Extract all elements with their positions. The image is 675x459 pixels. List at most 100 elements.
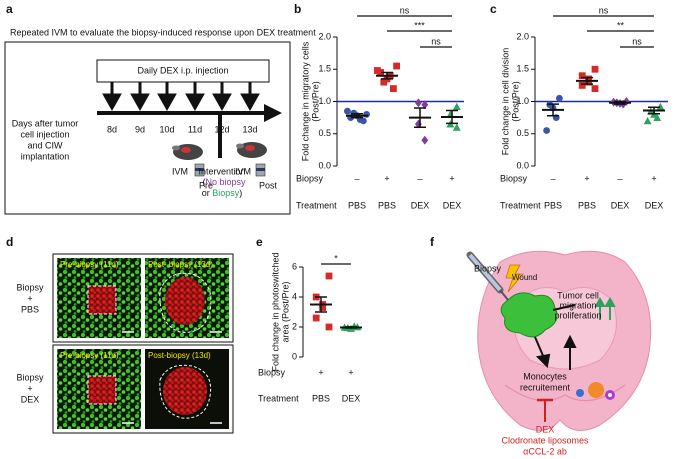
timeline-label: cell injection [20, 129, 69, 139]
y-tick-label: 1.5 [516, 64, 529, 74]
y-axis-label: Fold change in cell division [500, 48, 510, 156]
ivm-label: Post [259, 180, 278, 190]
y-tick-label: 2.0 [318, 31, 331, 41]
intervention-option: or Biopsy) [202, 188, 243, 198]
biopsy-label: + [348, 367, 353, 377]
data-point [421, 135, 429, 145]
y-axis-label: (Post/Pre) [510, 81, 520, 122]
x-tick-label: PBS [544, 200, 562, 210]
significance-label: ns [599, 5, 609, 15]
timeline-label: Days after tumor [12, 118, 79, 128]
row-label: + [27, 293, 32, 303]
image-label: Post-biopsy (13d) [148, 351, 211, 360]
panel-label: c [490, 2, 497, 16]
inhibitor-label: Clodronate liposomes [501, 435, 589, 445]
y-axis-label: (Post/Pre) [310, 81, 320, 122]
image-row-frame [52, 344, 234, 434]
row-label: Biopsy [500, 173, 528, 183]
error-bar [315, 296, 327, 313]
y-tick-label: 1.0 [318, 96, 331, 106]
panel-label: f [430, 235, 435, 249]
y-tick-label: 1.5 [318, 64, 331, 74]
panel-d: Pre-biopsy (11d) Post- biopsy (13d) Pre-… [16, 253, 234, 434]
error-bar [581, 76, 593, 85]
image-label: Pre-biopsy (11d) [60, 351, 119, 360]
data-point [325, 323, 333, 331]
biopsy-label: – [550, 173, 555, 183]
data-point [656, 102, 665, 111]
y-axis-label: area (Post/Pre) [280, 281, 290, 342]
data-point [312, 314, 320, 322]
biopsy-label: – [617, 173, 622, 183]
data-point [591, 85, 599, 92]
biopsy-label: – [417, 173, 422, 183]
y-tick-label: 4 [292, 291, 297, 301]
flow-arrows [534, 304, 577, 370]
data-point [452, 102, 461, 111]
x-tick-label: DEX [611, 200, 630, 210]
row-label: Biopsy [258, 367, 286, 377]
data-point [591, 65, 599, 73]
schematic-title: Repeated IVM to evaluate the biopsy-indu… [10, 27, 316, 37]
panel-a: Repeated IVM to evaluate the biopsy-indu… [4, 27, 316, 215]
error-bar [351, 113, 363, 119]
significance-label: ns [431, 36, 441, 46]
paren: ) [239, 188, 242, 198]
data-point [390, 85, 397, 92]
mouse-icon [172, 144, 203, 160]
biopsy: Biopsy [212, 188, 240, 198]
biopsy-label: + [318, 367, 323, 377]
significance-label: * [334, 253, 338, 263]
row-label: DEX [21, 394, 40, 404]
significance-label: ** [617, 20, 625, 30]
data-point [374, 67, 381, 74]
data-point [653, 113, 662, 122]
day-label: 9d [135, 124, 145, 134]
y-tick-label: 0.0 [516, 160, 529, 170]
objective-icon [255, 163, 266, 177]
diagram-label: Biopsy [474, 263, 502, 273]
injection-label: Daily DEX i.p. injection [137, 65, 228, 75]
data-point [344, 107, 351, 115]
image-label: Pre-biopsy (11d) [60, 260, 119, 269]
panel-label: d [6, 235, 13, 249]
inhibitor-label: αCCL-2 ab [523, 446, 567, 456]
x-tick-label: DEX [342, 393, 361, 403]
y-tick-label: 2.0 [516, 31, 529, 41]
data-point [319, 304, 326, 311]
y-tick-label: 0.5 [318, 128, 331, 138]
injection-arrows [102, 82, 260, 112]
y-axis-label: Fold change in photoswitched [270, 252, 280, 371]
objective-icon [194, 163, 205, 177]
biopsy-label: + [651, 173, 656, 183]
increase-arrows [594, 296, 616, 320]
row-label: + [27, 383, 32, 393]
biopsy-label: – [354, 173, 359, 183]
data-point [363, 111, 370, 118]
panel-f: Biopsy Wound Tumor cell migration prolif… [466, 250, 652, 456]
biopsy-label: + [449, 173, 454, 183]
row-label: Treatment [296, 200, 337, 210]
tumor [500, 292, 558, 338]
error-bar [446, 109, 458, 125]
y-tick-label: 0 [292, 351, 297, 361]
y-tick-label: 0.0 [318, 160, 331, 170]
timeline-label: implantation [21, 151, 70, 161]
row-label: Biopsy [16, 282, 44, 292]
micrograph [57, 349, 141, 429]
image-row-frame [52, 253, 234, 343]
y-tick-label: 6 [292, 261, 297, 271]
or: or [202, 188, 210, 198]
data-point [452, 123, 461, 131]
schematic-frame [4, 41, 291, 215]
diagram-label: recruitement [520, 382, 571, 392]
y-tick-label: 1.0 [516, 96, 529, 106]
no-biopsy: No biopsy [205, 177, 246, 187]
diagram-label: Monocytes [523, 371, 567, 381]
monocytes [576, 382, 615, 400]
inhibitor-label: DEX [536, 424, 555, 434]
x-tick-label: DEX [645, 200, 664, 210]
data-point [415, 98, 422, 108]
panel-label: a [6, 2, 13, 16]
